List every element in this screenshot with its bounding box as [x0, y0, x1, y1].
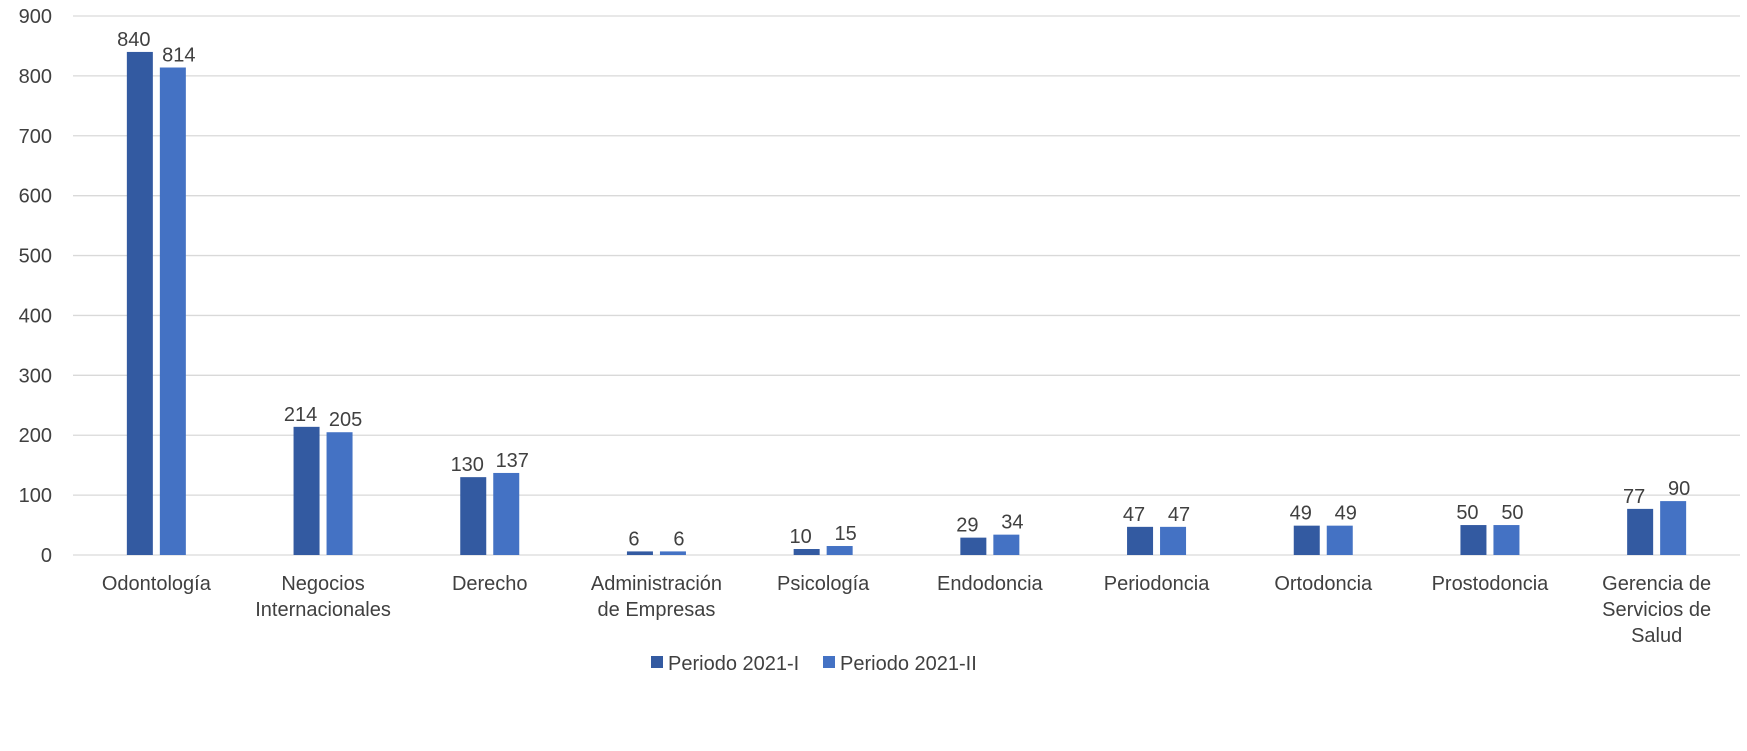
legend-swatch	[823, 656, 835, 668]
data-label: 90	[1668, 478, 1690, 500]
bar	[626, 551, 653, 555]
bar	[1493, 525, 1520, 555]
x-category-label-line: Ortodoncia	[1274, 573, 1373, 595]
data-label: 47	[1123, 504, 1145, 526]
x-category-label: Gerencia de Servicios de Salud	[1602, 573, 1711, 647]
data-label: 130	[451, 454, 484, 476]
x-category-label-line: Administración	[591, 573, 722, 595]
data-label: 6	[673, 528, 684, 550]
bar	[460, 477, 487, 555]
data-label: 840	[117, 29, 150, 51]
bar	[1326, 525, 1353, 555]
x-category-label-line: Periodoncia	[1104, 573, 1211, 595]
bar	[326, 432, 353, 555]
x-category-label-line: Prostodoncia	[1432, 573, 1550, 595]
data-label: 205	[329, 409, 362, 431]
data-label: 50	[1501, 502, 1523, 524]
data-label: 50	[1456, 502, 1478, 524]
bar	[1460, 525, 1487, 555]
legend-swatch	[651, 656, 663, 668]
data-label: 47	[1168, 504, 1190, 526]
data-label: 814	[162, 45, 195, 67]
data-label: 49	[1335, 503, 1357, 525]
x-category-label: Ortodoncia	[1274, 573, 1373, 595]
bar	[993, 534, 1020, 555]
x-category-label-line: Psicología	[777, 573, 870, 595]
x-category-label: Administración de Empresas	[591, 573, 722, 621]
bar	[493, 472, 520, 555]
bar	[159, 67, 186, 555]
x-category-label: Derecho	[452, 573, 528, 595]
y-tick-label: 100	[19, 485, 52, 507]
bar	[793, 549, 820, 555]
data-label: 214	[284, 404, 317, 426]
legend-label: Periodo 2021-II	[840, 653, 977, 675]
legend-label: Periodo 2021-I	[668, 653, 799, 675]
data-label: 77	[1623, 486, 1645, 508]
y-axis-ticks: 0 100 200 300 400 500 600 700 800 900	[19, 6, 52, 567]
x-category-label-line: Internacionales	[255, 599, 391, 621]
y-tick-label: 800	[19, 66, 52, 88]
bar	[1293, 525, 1320, 555]
bar	[960, 537, 987, 555]
bar	[1160, 526, 1187, 555]
x-category-label: Odontología	[102, 573, 212, 595]
bars	[126, 51, 1687, 555]
gridlines	[73, 15, 1740, 556]
data-label: 15	[835, 523, 857, 545]
x-category-label: Prostodoncia	[1432, 573, 1550, 595]
x-category-label: Psicología	[777, 573, 870, 595]
bar	[659, 551, 686, 555]
bar	[293, 426, 320, 555]
x-axis-categories: Odontología Negocios Internacionales Derech…	[102, 573, 1711, 647]
x-category-label-line: Servicios de	[1602, 599, 1711, 621]
data-label: 6	[628, 528, 639, 550]
y-tick-label: 900	[19, 6, 52, 28]
data-labels: 840 814 214 205 130 137 6 6 10 15 29 34 47 47 49 49 50 50…	[117, 29, 1690, 550]
y-tick-label: 500	[19, 246, 52, 268]
x-category-label-line: de Empresas	[598, 599, 716, 621]
y-tick-label: 300	[19, 365, 52, 387]
x-category-label-line: Negocios	[281, 573, 364, 595]
y-tick-label: 700	[19, 126, 52, 148]
x-category-label: Negocios Internacionales	[255, 573, 391, 621]
x-category-label-line: Gerencia de	[1602, 573, 1711, 595]
y-tick-label: 600	[19, 186, 52, 208]
bar	[1127, 526, 1154, 555]
legend: Periodo 2021-I Periodo 2021-II	[651, 653, 977, 675]
data-label: 49	[1290, 503, 1312, 525]
y-tick-label: 200	[19, 425, 52, 447]
data-label: 10	[790, 526, 812, 548]
x-category-label-line: Odontología	[102, 573, 212, 595]
bar	[126, 51, 153, 555]
x-category-label: Endodoncia	[937, 573, 1044, 595]
y-tick-label: 400	[19, 305, 52, 327]
data-label: 29	[956, 515, 978, 537]
bar	[1660, 501, 1687, 555]
x-category-label-line: Salud	[1631, 625, 1682, 647]
y-tick-label: 0	[41, 545, 52, 567]
x-category-label: Periodoncia	[1104, 573, 1211, 595]
x-category-label-line: Derecho	[452, 573, 528, 595]
bar	[1627, 508, 1654, 555]
data-label: 34	[1001, 512, 1023, 534]
bar	[826, 546, 853, 555]
x-category-label-line: Endodoncia	[937, 573, 1044, 595]
data-label: 137	[496, 450, 529, 472]
